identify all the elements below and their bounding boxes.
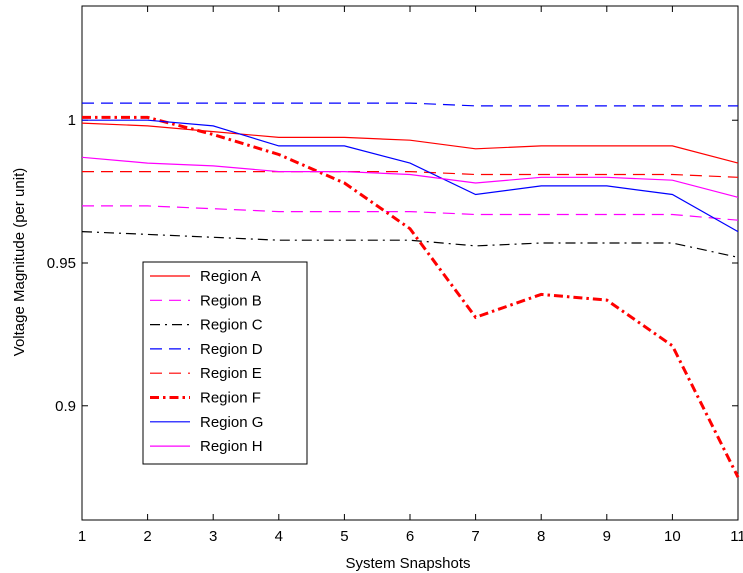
axis-ticks <box>81 6 739 520</box>
legend-label: Region E <box>200 365 262 382</box>
legend: Region A Region B Region C Region D Region E… <box>142 261 308 465</box>
series-line-region-d <box>82 102 738 107</box>
x-tick-label: 4 <box>275 528 283 545</box>
series-line-region-b <box>82 205 739 221</box>
x-tick-label: 9 <box>603 528 611 545</box>
x-tick-label: 3 <box>209 528 217 545</box>
legend-label: Region H <box>200 438 263 455</box>
legend-box <box>142 261 308 465</box>
legend-label: Region B <box>200 292 262 309</box>
series-line-region-h <box>81 156 739 198</box>
legend-label: Region G <box>200 414 263 431</box>
x-tick-label: 8 <box>537 528 545 545</box>
series-line-region-e <box>82 171 739 178</box>
series-lines <box>81 102 740 478</box>
y-tick-label: 0.95 <box>47 255 76 272</box>
y-axis-label: Voltage Magnitude (per unit) <box>11 168 28 356</box>
series-line-region-f <box>82 115 740 478</box>
legend-label: Region F <box>200 390 261 407</box>
x-tick-label: 5 <box>340 528 348 545</box>
y-tick-label: 1 <box>68 112 76 129</box>
x-tick-label: 7 <box>471 528 479 545</box>
x-tick-label: 6 <box>406 528 414 545</box>
legend-label: Region A <box>200 268 261 285</box>
legend-label: Region C <box>200 317 263 334</box>
x-tick-label: 2 <box>143 528 151 545</box>
x-tick-label: 1 <box>78 528 86 545</box>
x-axis-label: System Snapshots <box>345 555 470 572</box>
tick-labels: 1 2 3 4 5 6 7 8 9 10 11 0.9 0.95 1 <box>47 112 743 545</box>
series-line-region-g <box>82 119 739 233</box>
legend-label: Region D <box>200 341 263 358</box>
x-tick-label: 10 <box>664 528 681 545</box>
y-tick-label: 0.9 <box>55 398 76 415</box>
x-tick-label: 11 <box>730 528 743 545</box>
